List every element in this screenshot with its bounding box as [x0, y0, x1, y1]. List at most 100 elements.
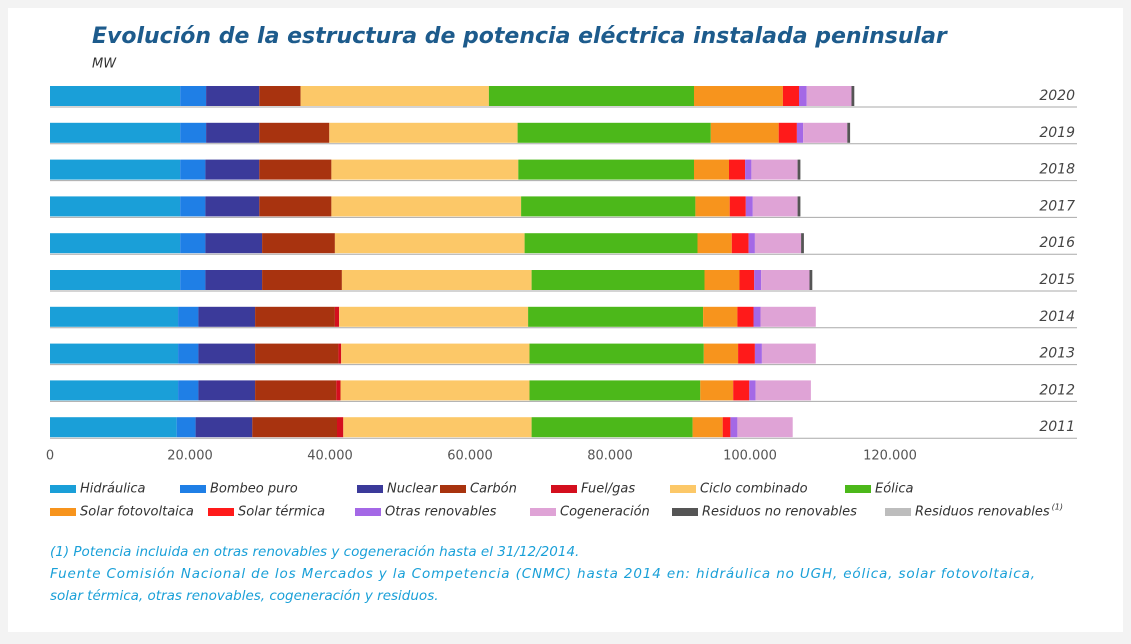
footnote: (1) Potencia incluida en otras renovable… — [50, 544, 579, 560]
bar-segment — [751, 159, 798, 180]
bar-segment — [729, 196, 746, 217]
bar-segment — [737, 417, 793, 438]
bar-segment — [847, 122, 851, 143]
bar-segment — [803, 122, 848, 143]
bar-segment — [796, 122, 804, 143]
legend-label: Ciclo combinado — [700, 482, 808, 497]
bar-segment — [50, 196, 181, 217]
legend-label: Carbón — [470, 482, 517, 497]
legend-swatch — [670, 485, 696, 493]
legend-swatch — [440, 485, 466, 493]
bar-segment — [195, 417, 253, 438]
bar-segment — [731, 233, 749, 254]
legend-swatch — [50, 508, 76, 516]
bar-segment — [334, 233, 525, 254]
bar-segment — [206, 86, 260, 106]
bar-segment — [50, 417, 177, 438]
bar-segment — [300, 86, 489, 106]
x-tick-label: 0 — [46, 449, 54, 464]
legend-label: Nuclear — [387, 482, 439, 497]
bar-segment — [703, 343, 739, 364]
bar-segment — [528, 306, 704, 327]
bar-segment — [531, 270, 705, 290]
bar-segment — [180, 86, 207, 106]
bar-segment — [178, 306, 199, 327]
legend-swatch — [672, 508, 698, 516]
bar-segment — [180, 122, 207, 143]
bar-segment — [851, 86, 855, 106]
bar-segment — [531, 417, 693, 438]
bar-segment — [778, 122, 797, 143]
bar-segment — [205, 159, 260, 180]
bar-segment — [801, 233, 804, 254]
bar-segment — [329, 122, 518, 143]
legend-swatch — [357, 485, 383, 493]
x-tick-label: 20.000 — [167, 449, 213, 464]
y-tick-label: 2013 — [1039, 346, 1075, 362]
bar-segment — [180, 233, 206, 254]
bar-segment — [50, 306, 179, 327]
bar-segment — [50, 380, 179, 401]
bar-segment — [710, 122, 779, 143]
bar-segment — [50, 159, 181, 180]
bar-segment — [782, 86, 799, 106]
bar-segment — [340, 380, 530, 401]
bar-segment — [809, 270, 813, 290]
bar-segment — [198, 343, 256, 364]
x-tick-label: 60.000 — [447, 449, 493, 464]
bar-segment — [761, 343, 816, 364]
legend-label: Eólica — [875, 482, 914, 497]
bar-segment — [259, 122, 330, 143]
y-tick-label: 2016 — [1039, 235, 1075, 251]
bar-segment — [178, 380, 199, 401]
legend-label: Fuel/gas — [581, 482, 635, 497]
bar-segment — [745, 159, 752, 180]
bar-segment — [695, 196, 730, 217]
y-tick-label: 2011 — [1039, 419, 1075, 435]
legend-label: Cogeneración — [560, 505, 650, 520]
bar-segment — [733, 380, 750, 401]
legend-label: Residuos renovables — [915, 505, 1050, 520]
bar-segment — [722, 417, 731, 438]
bar-segment — [518, 159, 694, 180]
legend-swatch — [208, 508, 234, 516]
bar-segment — [703, 306, 738, 327]
bar-segment — [205, 270, 263, 290]
bar-segment — [760, 306, 816, 327]
chart-title: Evolución de la estructura de potencia e… — [92, 24, 948, 49]
legend-swatch — [530, 508, 556, 516]
bar-segment — [529, 343, 704, 364]
bar-segment — [262, 233, 335, 254]
bar-segment — [745, 196, 753, 217]
bar-segment — [343, 417, 532, 438]
bar-segment — [754, 233, 802, 254]
bar-segment — [255, 380, 337, 401]
bar-segment — [692, 417, 723, 438]
legend-swatch — [885, 508, 911, 516]
bar-segment — [50, 343, 179, 364]
bar-segment — [521, 196, 696, 217]
legend-label: Hidráulica — [80, 482, 146, 497]
bar-segment — [806, 86, 852, 106]
bar-segment — [704, 270, 740, 290]
legend-label: Solar fotovoltaica — [80, 505, 194, 520]
bar-segment — [797, 196, 801, 217]
bar-segment — [697, 233, 732, 254]
legend-label: Solar térmica — [238, 505, 325, 520]
bar-segment — [180, 159, 206, 180]
bar-segment — [338, 343, 342, 364]
bar-segment — [752, 196, 798, 217]
x-tick-label: 40.000 — [307, 449, 353, 464]
bar-segment — [50, 122, 181, 143]
x-tick-label: 80.000 — [587, 449, 633, 464]
bar-segment — [341, 270, 532, 290]
bar-segment — [749, 380, 756, 401]
bar-segment — [336, 380, 341, 401]
bar-segment — [198, 306, 256, 327]
bar-segment — [799, 86, 807, 106]
bar-segment — [748, 233, 755, 254]
bar-segment — [331, 196, 522, 217]
y-tick-label: 2018 — [1039, 162, 1075, 178]
bar-segment — [178, 343, 199, 364]
